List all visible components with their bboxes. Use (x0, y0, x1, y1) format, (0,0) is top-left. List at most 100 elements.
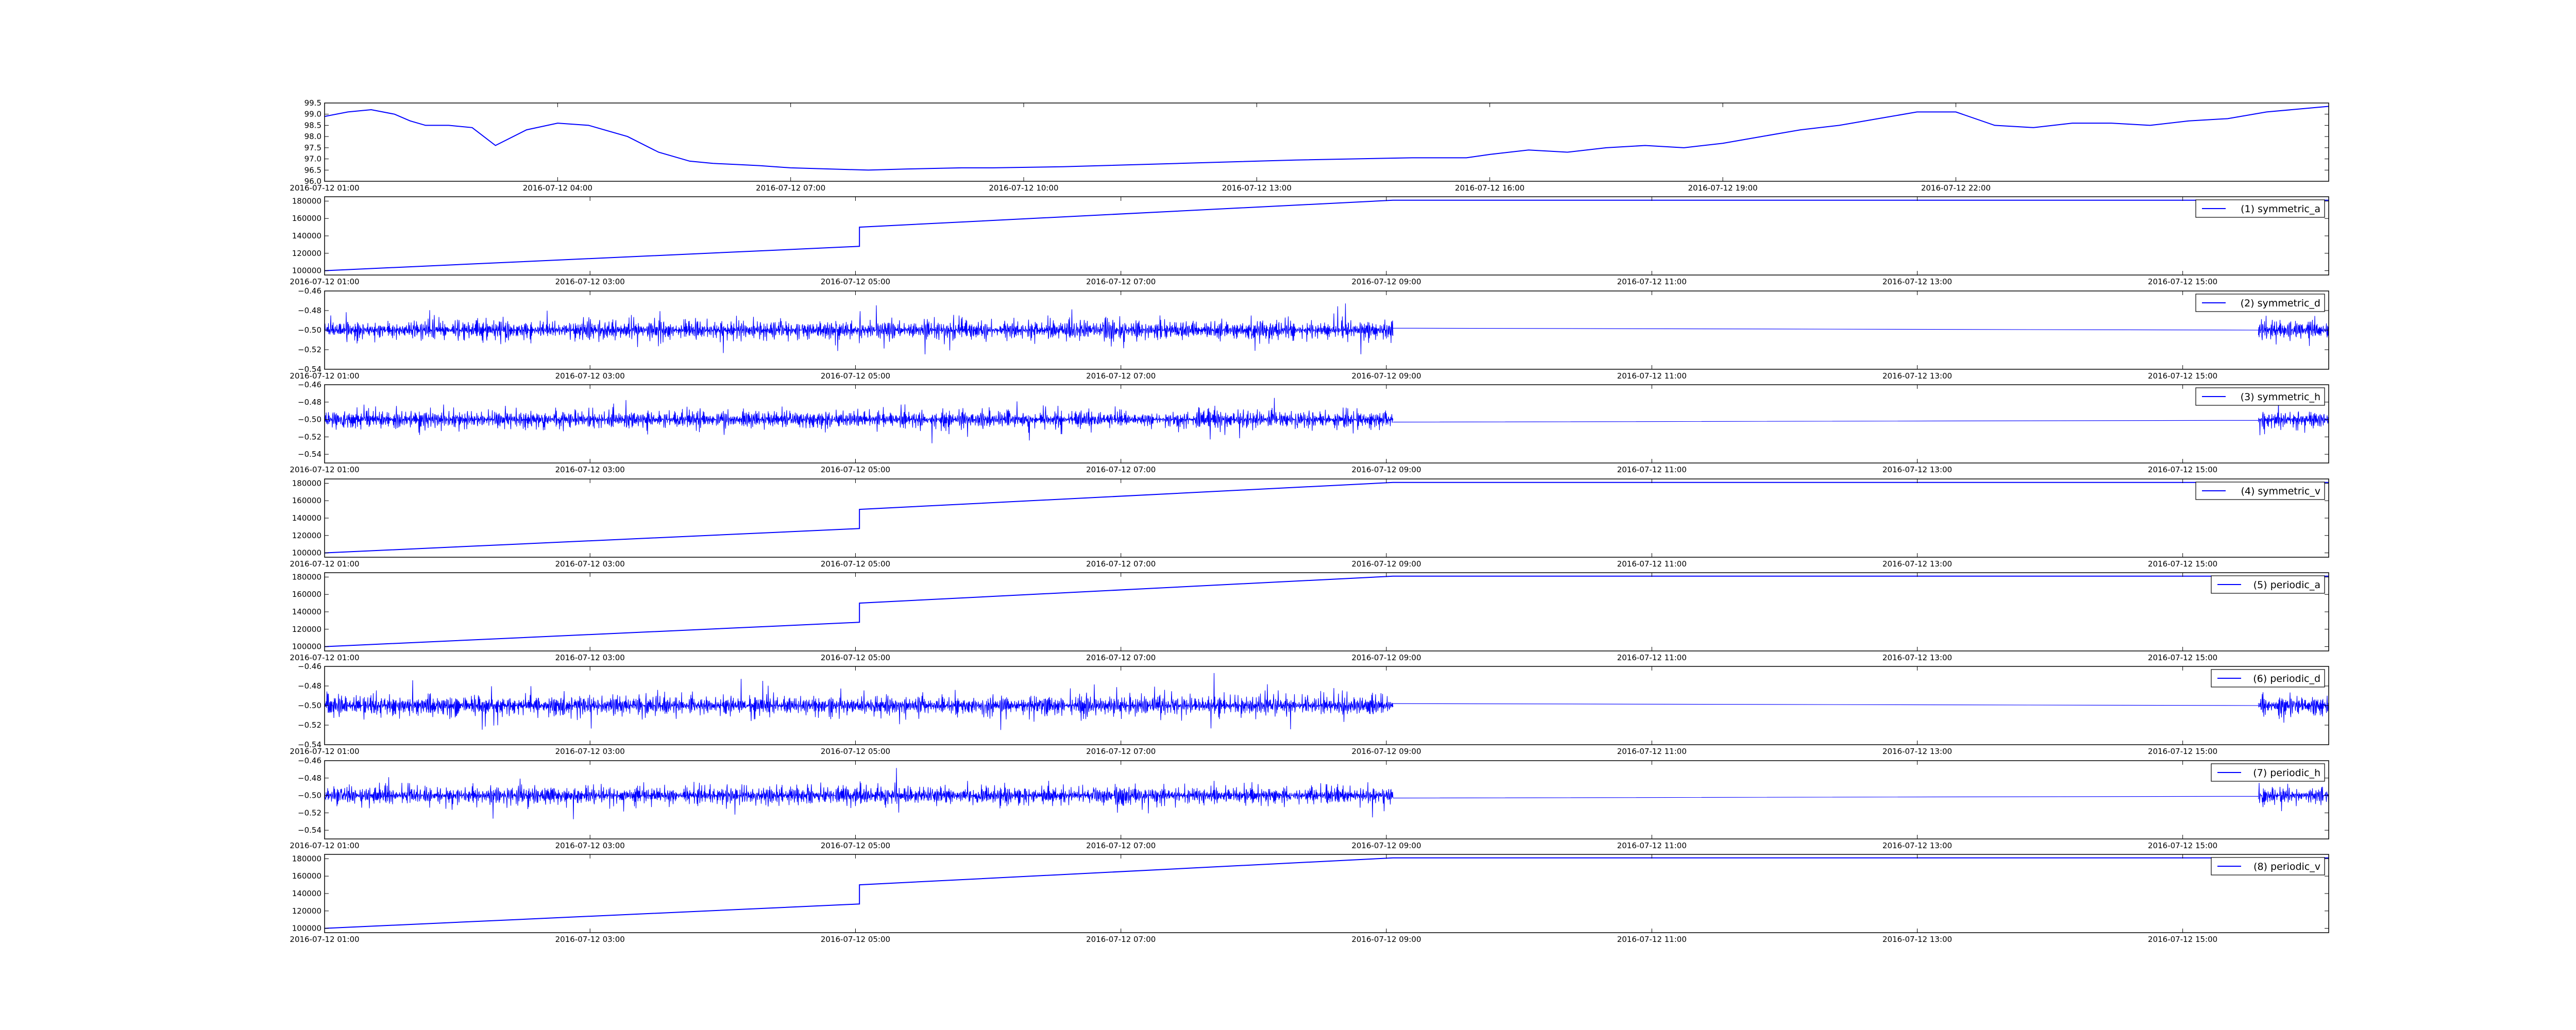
x-tick-label: 2016-07-12 03:00 (555, 277, 625, 286)
y-tick-label: 140000 (292, 607, 321, 616)
legend: (1) symmetric_a (2195, 199, 2325, 218)
x-tick-label: 2016-07-12 15:00 (2148, 371, 2217, 381)
y-tick-label: −0.52 (298, 432, 321, 441)
x-tick-label: 2016-07-12 01:00 (290, 841, 359, 850)
y-tick-label: −0.48 (298, 398, 321, 407)
y-tick-label: −0.52 (298, 720, 321, 730)
axes-frame-4 (324, 478, 2329, 558)
legend: (8) periodic_v (2211, 857, 2325, 876)
y-tick-label: 97.0 (304, 154, 321, 164)
y-tick-label: 96.0 (304, 177, 321, 186)
y-tick-label: −0.50 (298, 701, 321, 710)
x-tick-label: 2016-07-12 09:00 (1351, 371, 1421, 381)
x-tick-label: 2016-07-12 13:00 (1883, 841, 1952, 850)
axes-frame-0 (324, 102, 2329, 182)
axes-frame-8 (324, 854, 2329, 933)
x-tick-label: 2016-07-12 09:00 (1351, 841, 1421, 850)
y-tick-label: −0.50 (298, 415, 321, 424)
y-tick-label: 100000 (292, 548, 321, 558)
y-tick-label: 120000 (292, 625, 321, 634)
subplot-7: −0.54 −0.52 −0.50 −0.48 −0.46 2016-07-12 01:0… (290, 756, 2329, 850)
y-tick-label: 140000 (292, 889, 321, 898)
series-line-0 (325, 106, 2329, 171)
x-tick-label: 2016-07-12 13:00 (1883, 277, 1952, 286)
subplot-2: −0.54 −0.52 −0.50 −0.48 −0.46 2016-07-12 01:0… (290, 286, 2329, 381)
y-tick-label: 99.0 (304, 110, 321, 119)
x-tick-label: 2016-07-12 13:00 (1883, 371, 1952, 381)
x-tick-label: 2016-07-12 05:00 (821, 559, 890, 569)
y-tick-label: −0.48 (298, 774, 321, 783)
y-tick-label: 98.5 (304, 121, 321, 130)
x-tick-label: 2016-07-12 13:00 (1883, 935, 1952, 944)
legend-label: (8) periodic_v (2253, 861, 2320, 872)
x-tick-label: 2016-07-12 07:00 (1086, 371, 1156, 381)
x-tick-label: 2016-07-12 03:00 (555, 559, 625, 569)
y-tick-label: 100000 (292, 642, 321, 651)
y-tick-label: 160000 (292, 496, 321, 505)
y-tick-label: 120000 (292, 249, 321, 258)
y-tick-label: −0.54 (298, 740, 321, 749)
x-tick-label: 2016-07-12 09:00 (1351, 747, 1421, 756)
x-tick-label: 2016-07-12 13:00 (1222, 183, 1292, 193)
x-tick-label: 2016-07-12 05:00 (821, 935, 890, 944)
x-tick-label: 2016-07-12 05:00 (821, 747, 890, 756)
legend-label: (7) periodic_h (2253, 767, 2320, 779)
x-tick-label: 2016-07-12 01:00 (290, 559, 359, 569)
y-tick-label: 160000 (292, 214, 321, 223)
x-tick-label: 2016-07-12 11:00 (1617, 559, 1687, 569)
y-tick-label: 97.5 (304, 143, 321, 152)
x-tick-label: 2016-07-12 07:00 (1086, 559, 1156, 569)
legend-label: (4) symmetric_v (2241, 486, 2320, 497)
x-tick-label: 2016-07-12 03:00 (555, 465, 625, 474)
subplot-4: 100000 120000 140000 160000 180000 2016-07-12… (290, 478, 2329, 569)
x-tick-label: 2016-07-12 11:00 (1617, 277, 1687, 286)
legend: (3) symmetric_h (2195, 387, 2325, 406)
y-tick-label: −0.54 (298, 365, 321, 374)
legend-label: (2) symmetric_d (2241, 298, 2320, 309)
y-tick-label: 180000 (292, 854, 321, 863)
series-line-5 (325, 575, 2329, 647)
x-tick-label: 2016-07-12 09:00 (1351, 653, 1421, 662)
axes-frame-3 (324, 384, 2329, 464)
x-tick-label: 2016-07-12 03:00 (555, 747, 625, 756)
x-tick-label: 2016-07-12 01:00 (290, 277, 359, 286)
x-tick-label: 2016-07-12 10:00 (989, 183, 1058, 193)
x-tick-label: 2016-07-12 03:00 (555, 935, 625, 944)
x-tick-label: 2016-07-12 05:00 (821, 653, 890, 662)
x-tick-label: 2016-07-12 07:00 (1086, 465, 1156, 474)
x-tick-label: 2016-07-12 11:00 (1617, 371, 1687, 381)
series-line-7 (325, 768, 2329, 819)
series-line-3 (325, 398, 2329, 443)
x-tick-label: 2016-07-12 09:00 (1351, 465, 1421, 474)
legend-label: (6) periodic_d (2253, 673, 2320, 684)
x-tick-label: 2016-07-12 01:00 (290, 935, 359, 944)
x-tick-label: 2016-07-12 07:00 (1086, 841, 1156, 850)
x-tick-label: 2016-07-12 15:00 (2148, 747, 2217, 756)
x-tick-label: 2016-07-12 07:00 (756, 183, 825, 193)
x-tick-label: 2016-07-12 01:00 (290, 183, 359, 193)
x-tick-label: 2016-07-12 22:00 (1921, 183, 1991, 193)
y-tick-label: 160000 (292, 871, 321, 881)
x-tick-label: 2016-07-12 15:00 (2148, 465, 2217, 474)
axes-frame-1 (324, 196, 2329, 276)
y-tick-label: 100000 (292, 266, 321, 276)
legend: (7) periodic_h (2211, 763, 2325, 782)
legend-box (2211, 669, 2325, 688)
x-tick-label: 2016-07-12 11:00 (1617, 747, 1687, 756)
y-tick-label: 160000 (292, 590, 321, 599)
subplot-6: −0.54 −0.52 −0.50 −0.48 −0.46 2016-07-12 01:0… (290, 662, 2329, 756)
series-line-2 (325, 303, 2329, 355)
y-tick-label: 180000 (292, 572, 321, 581)
legend-label: (3) symmetric_h (2241, 391, 2320, 403)
legend: (6) periodic_d (2211, 669, 2325, 688)
y-tick-label: −0.50 (298, 325, 321, 335)
x-tick-label: 2016-07-12 11:00 (1617, 653, 1687, 662)
x-tick-label: 2016-07-12 07:00 (1086, 277, 1156, 286)
axes-frame-5 (324, 572, 2329, 651)
x-tick-label: 2016-07-12 09:00 (1351, 935, 1421, 944)
x-tick-label: 2016-07-12 01:00 (290, 465, 359, 474)
y-tick-label: −0.46 (298, 286, 321, 296)
x-tick-label: 2016-07-12 13:00 (1883, 653, 1952, 662)
x-tick-label: 2016-07-12 01:00 (290, 371, 359, 381)
